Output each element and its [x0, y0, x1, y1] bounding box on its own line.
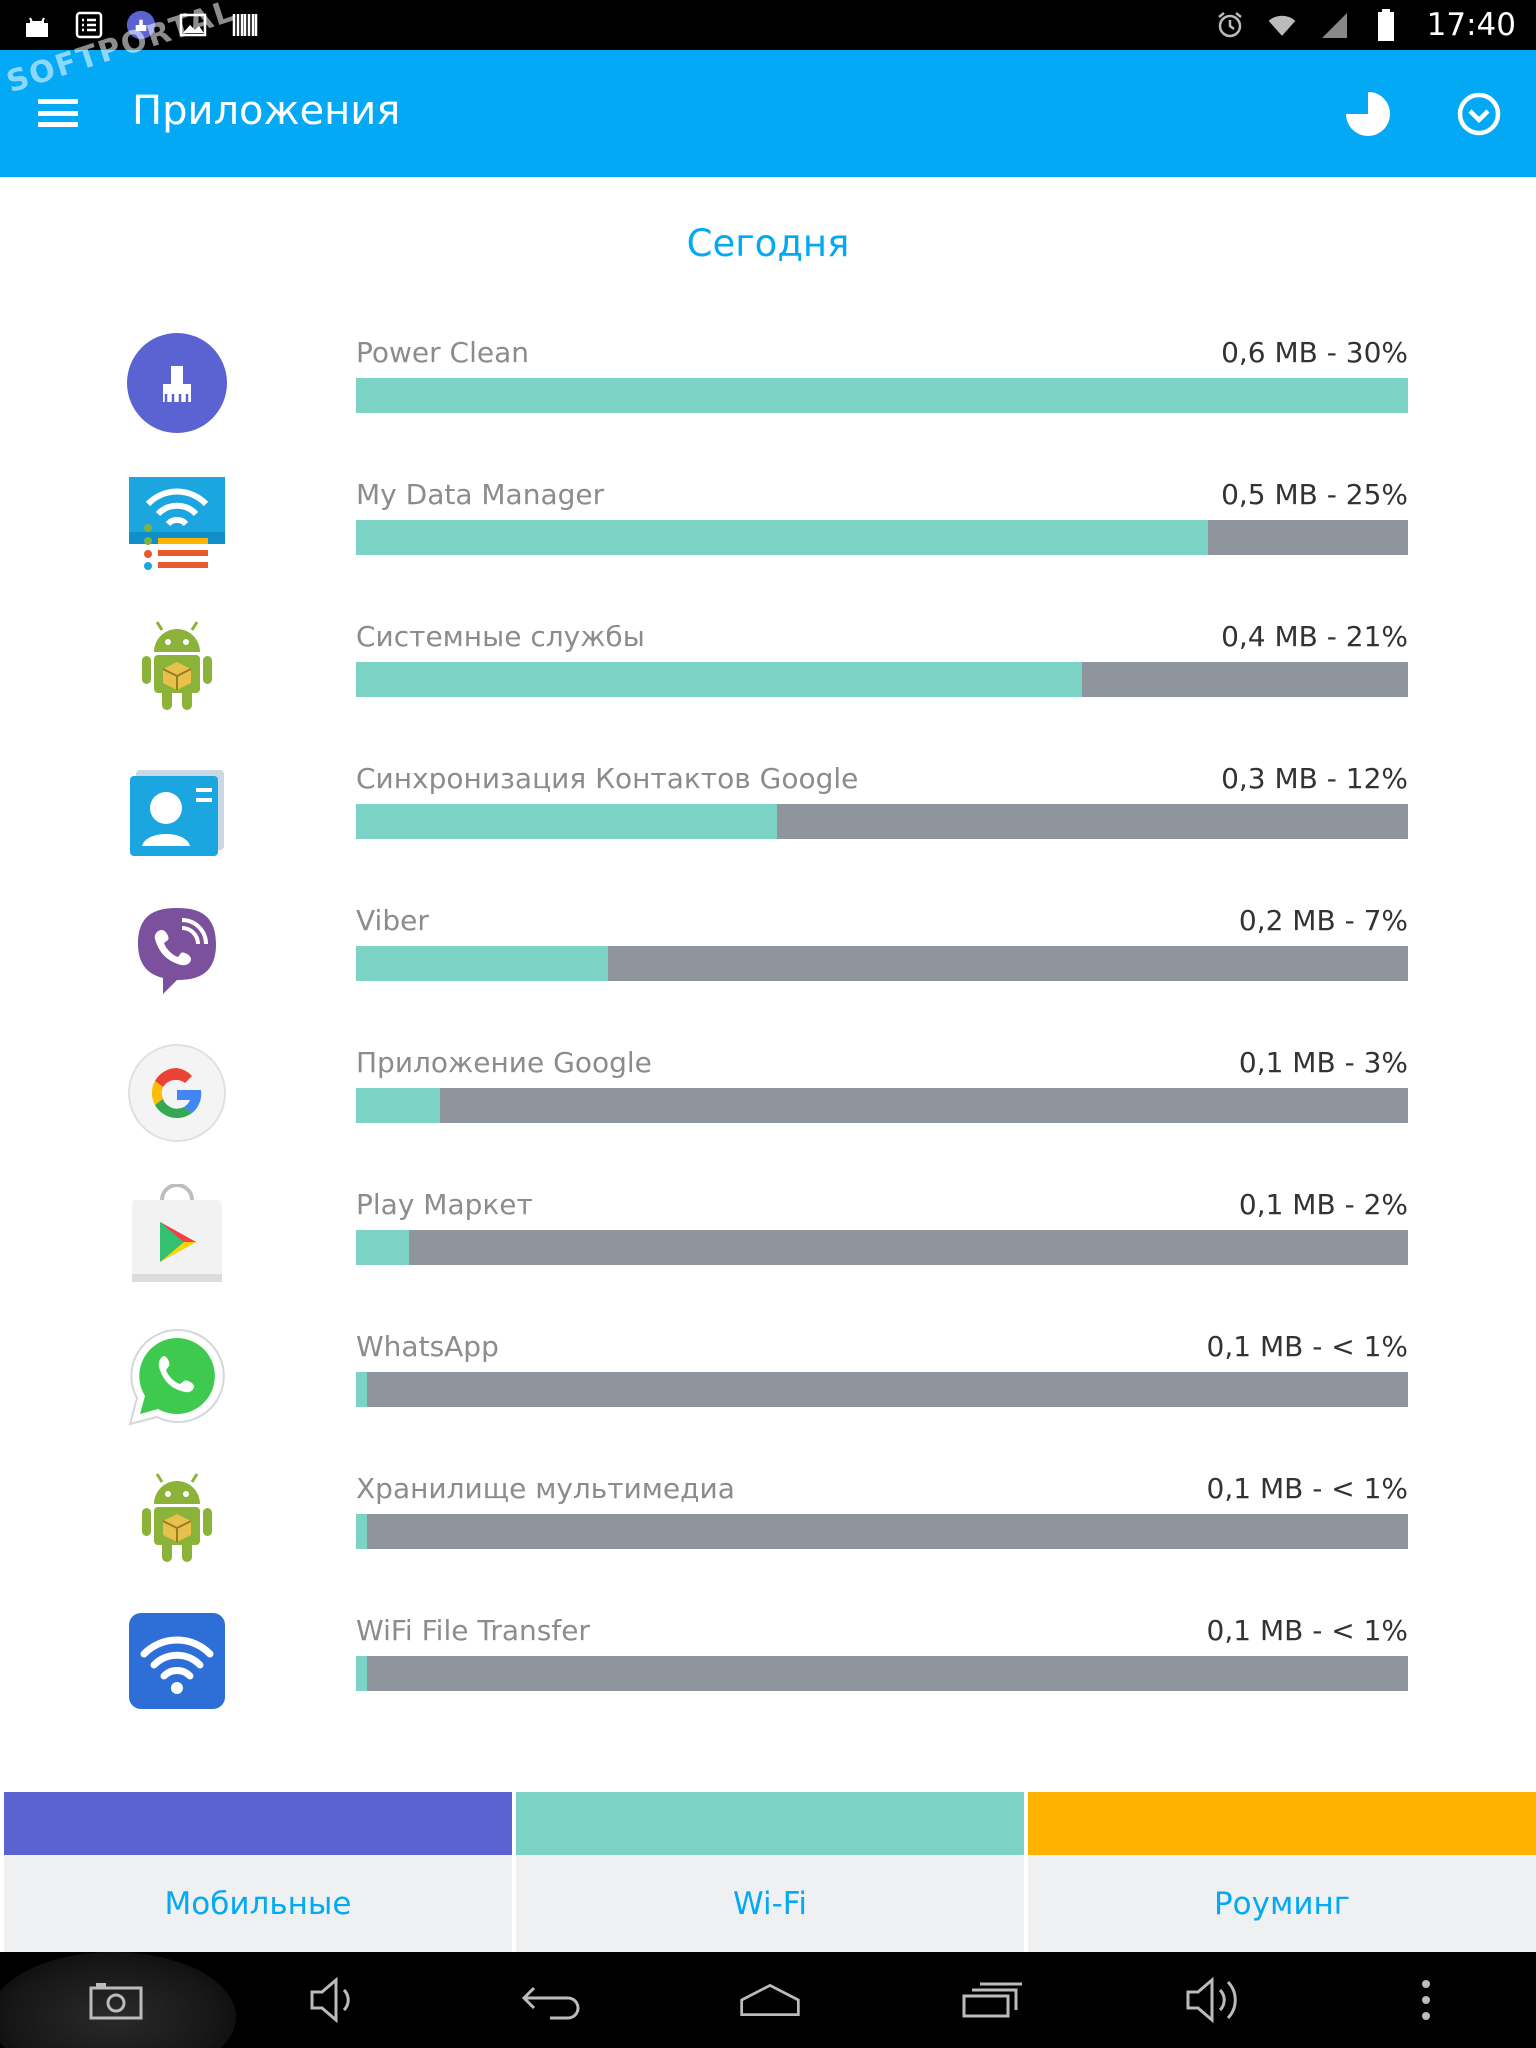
- app-usage-value: 0,1 MB - < 1%: [1206, 1472, 1408, 1505]
- app-name: Хранилище мультимедиа: [356, 1472, 735, 1505]
- usage-bar-fill: [356, 804, 777, 839]
- usage-bar-fill: [356, 662, 1082, 697]
- usage-bar: [356, 1372, 1408, 1407]
- battery-icon: [1371, 9, 1401, 41]
- app-name: Viber: [356, 904, 429, 937]
- my-data-manager-icon: [126, 474, 228, 576]
- google-contacts-icon: [126, 758, 228, 860]
- pie-chart-icon[interactable]: [1340, 86, 1396, 142]
- power-clean-icon: [126, 332, 228, 434]
- power-clean-status-icon: [126, 10, 156, 40]
- section-title: Сегодня: [686, 222, 850, 265]
- usage-bar-fill: [356, 946, 609, 981]
- list-item[interactable]: Системные службы 0,4 MB - 21%: [0, 602, 1536, 744]
- app-bar: Приложения: [0, 50, 1536, 177]
- barcode-icon: [230, 10, 260, 40]
- usage-bar: [356, 946, 1408, 981]
- app-usage-value: 0,5 MB - 25%: [1221, 478, 1408, 511]
- android-debug-icon: [22, 10, 52, 40]
- whatsapp-icon: [126, 1326, 228, 1428]
- app-name: WiFi File Transfer: [356, 1614, 590, 1647]
- back-icon[interactable]: [520, 1970, 584, 2030]
- list-item[interactable]: Power Clean 0,6 MB - 30%: [0, 318, 1536, 460]
- play-market-icon: [126, 1184, 228, 1286]
- hamburger-menu-icon[interactable]: [36, 91, 80, 135]
- status-bar: 17:40: [0, 0, 1536, 50]
- list-item[interactable]: WiFi File Transfer 0,1 MB - < 1%: [0, 1596, 1536, 1738]
- usage-bar: [356, 662, 1408, 697]
- list-item[interactable]: Синхронизация Контактов Google 0,3 MB - …: [0, 744, 1536, 886]
- viber-icon: [126, 900, 228, 1002]
- tab-label: Роуминг: [1028, 1855, 1536, 1952]
- list-item[interactable]: Хранилище мультимедиа 0,1 MB - < 1%: [0, 1454, 1536, 1596]
- usage-bar-fill: [356, 1372, 367, 1407]
- app-name: WhatsApp: [356, 1330, 499, 1363]
- app-name: Play Маркет: [356, 1188, 533, 1221]
- cell-signal-icon: [1319, 10, 1349, 40]
- usage-bar-fill: [356, 1514, 367, 1549]
- app-name: Системные службы: [356, 620, 645, 653]
- image-icon: [178, 10, 208, 40]
- usage-bar-fill: [356, 378, 1408, 413]
- usage-bar: [356, 804, 1408, 839]
- android-system-icon: [126, 616, 228, 718]
- recents-icon[interactable]: [960, 1970, 1024, 2030]
- tab-color-roaming: [1028, 1792, 1536, 1855]
- tab-label: Мобильные: [4, 1855, 512, 1952]
- volume-down-icon[interactable]: [302, 1970, 366, 2030]
- volume-up-icon[interactable]: [1184, 1970, 1248, 2030]
- list-item[interactable]: WhatsApp 0,1 MB - < 1%: [0, 1312, 1536, 1454]
- navigation-bar: [0, 1952, 1536, 2048]
- app-usage-value: 0,1 MB - < 1%: [1206, 1614, 1408, 1647]
- usage-bar: [356, 1230, 1408, 1265]
- screenshot-icon[interactable]: [84, 1970, 148, 2030]
- wifi-signal-icon: [1267, 10, 1297, 40]
- status-bar-system: 17:40: [1215, 7, 1516, 43]
- tab-roaming[interactable]: Роуминг: [1024, 1792, 1536, 1952]
- task-list-icon: [74, 10, 104, 40]
- usage-bar-fill: [356, 1230, 409, 1265]
- clock-icon[interactable]: [1451, 86, 1507, 142]
- android-media-storage-icon: [126, 1468, 228, 1570]
- app-usage-value: 0,3 MB - 12%: [1221, 762, 1408, 795]
- usage-bar: [356, 520, 1408, 555]
- tab-mobile[interactable]: Мобильные: [0, 1792, 512, 1952]
- app-usage-value: 0,1 MB - 2%: [1238, 1188, 1408, 1221]
- home-icon[interactable]: [738, 1970, 802, 2030]
- tab-wifi[interactable]: Wi-Fi: [512, 1792, 1024, 1952]
- usage-bar-fill: [356, 520, 1209, 555]
- list-item[interactable]: My Data Manager 0,5 MB - 25%: [0, 460, 1536, 602]
- google-icon: [126, 1042, 228, 1144]
- app-name: Power Clean: [356, 336, 530, 369]
- tab-color-mobile: [4, 1792, 512, 1855]
- usage-bar: [356, 1656, 1408, 1691]
- app-name: Синхронизация Контактов Google: [356, 762, 859, 795]
- list-item[interactable]: Приложение Google 0,1 MB - 3%: [0, 1028, 1536, 1170]
- app-usage-value: 0,6 MB - 30%: [1221, 336, 1408, 369]
- app-usage-value: 0,1 MB - 3%: [1238, 1046, 1408, 1079]
- app-usage-value: 0,1 MB - < 1%: [1206, 1330, 1408, 1363]
- more-vert-icon[interactable]: [1394, 1970, 1458, 2030]
- usage-bar-fill: [356, 1656, 367, 1691]
- app-name: My Data Manager: [356, 478, 605, 511]
- tab-color-wifi: [516, 1792, 1024, 1855]
- app-name: Приложение Google: [356, 1046, 652, 1079]
- usage-bar: [356, 378, 1408, 413]
- network-tabs: Мобильные Wi-Fi Роуминг: [0, 1792, 1536, 1952]
- tab-label: Wi-Fi: [516, 1855, 1024, 1952]
- clock-time: 17:40: [1426, 7, 1516, 43]
- usage-bar-fill: [356, 1088, 441, 1123]
- wifi-file-transfer-icon: [126, 1610, 228, 1712]
- usage-bar: [356, 1514, 1408, 1549]
- status-bar-notifications: [22, 10, 260, 40]
- page-title: Приложения: [132, 88, 401, 134]
- list-item[interactable]: Viber 0,2 MB - 7%: [0, 886, 1536, 1028]
- alarm-icon: [1215, 10, 1245, 40]
- app-usage-value: 0,4 MB - 21%: [1221, 620, 1408, 653]
- app-usage-value: 0,2 MB - 7%: [1238, 904, 1408, 937]
- usage-bar: [356, 1088, 1408, 1123]
- list-item[interactable]: Play Маркет 0,1 MB - 2%: [0, 1170, 1536, 1312]
